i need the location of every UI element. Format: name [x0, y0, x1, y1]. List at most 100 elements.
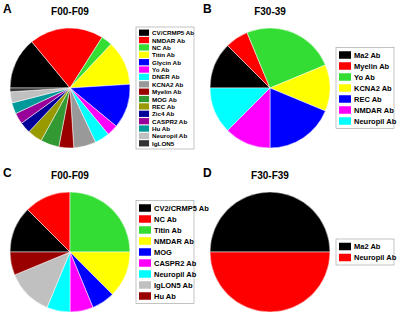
- pie-slice: [70, 192, 130, 252]
- panel-letter: A: [3, 2, 12, 16]
- legend-label: REC Ab: [152, 103, 175, 110]
- legend-label: MOG: [154, 248, 172, 257]
- panel: C F00-F09 CV2/CRMP5 Ab NC Ab Titin Ab NMDAR A…: [3, 166, 209, 312]
- pie-slice: [28, 192, 70, 252]
- legend-swatch: [139, 81, 149, 87]
- legend-label: Titin Ab: [152, 51, 175, 58]
- legend-label: Glycin Ab: [152, 59, 181, 66]
- legend-label: Yo Ab: [152, 66, 170, 73]
- legend-swatch: [139, 259, 151, 267]
- legend-label: CASPR2 Ab: [154, 259, 197, 268]
- legend-swatch: [139, 248, 151, 256]
- pie: [10, 192, 130, 312]
- legend-label: Titin Ab: [154, 226, 182, 235]
- pie-slice: [70, 88, 96, 148]
- legend: Ma2 AbMyelin AbYo AbKCNA2 AbREC AbNMDAR …: [336, 48, 397, 129]
- legend-label: Neuropil Ab: [154, 270, 197, 279]
- legend-label: Hu Ab: [154, 292, 176, 301]
- legend-swatch: [139, 89, 149, 95]
- legend-swatch: [139, 118, 149, 124]
- legend-label: NMDAR Ab: [154, 237, 194, 246]
- legend-label: DNER Ab: [152, 73, 180, 80]
- legend-swatch: [139, 292, 151, 300]
- chart-title: F00-F09: [51, 170, 89, 181]
- legend-label: NC Ab: [154, 215, 177, 224]
- legend-swatch: [339, 95, 351, 103]
- legend-swatch: [339, 51, 351, 59]
- panel-letter: D: [203, 166, 212, 180]
- legend-label: CASPR2 Ab: [152, 118, 187, 125]
- legend-label: Myelin Ab: [354, 62, 390, 71]
- pie: [10, 28, 130, 148]
- panel-letter: B: [203, 2, 212, 16]
- legend-box: [136, 201, 194, 304]
- legend-label: NC Ab: [152, 44, 171, 51]
- legend-swatch: [139, 226, 151, 234]
- chart-title: F00-F09: [51, 6, 89, 17]
- legend-swatch: [139, 140, 149, 146]
- pie-slice: [70, 44, 130, 88]
- pie: [210, 28, 330, 148]
- legend: Ma2 Ab Neuropil Ab: [336, 239, 397, 265]
- pie: [210, 192, 330, 312]
- legend-swatch: [139, 96, 149, 102]
- legend-label: Hu Ab: [152, 125, 170, 132]
- legend-label: Zic4 Ab: [152, 110, 175, 117]
- pie-slice: [70, 252, 93, 312]
- legend-label: KCNA2 Ab: [354, 84, 392, 93]
- panel-letter: C: [3, 166, 12, 180]
- legend-swatch: [339, 106, 351, 114]
- legend-swatch: [139, 66, 149, 72]
- legend-label: REC Ab: [354, 95, 382, 104]
- legend: CV/CRMP5 AbNMDAR AbNC AbTitin AbGlycin A…: [136, 27, 194, 149]
- legend-label: MOG Ab: [152, 96, 177, 103]
- pie-slice: [10, 88, 70, 103]
- pie-slice: [270, 88, 325, 148]
- chart-title: F30-F39: [251, 170, 289, 181]
- legend-label: Neuropil Ab: [354, 253, 397, 262]
- legend-swatch: [339, 243, 351, 251]
- legend-swatch: [339, 254, 351, 262]
- legend-label: NMDAR Ab: [152, 37, 185, 44]
- legend-swatch: [139, 44, 149, 50]
- legend-label: Ma2 Ab: [354, 242, 381, 251]
- legend-swatch: [339, 117, 351, 125]
- pie-slice: [210, 252, 330, 312]
- legend-swatch: [139, 237, 151, 245]
- legend-label: IgLON5 Ab: [154, 281, 193, 290]
- legend-label: Neuropil Ab: [354, 117, 397, 126]
- legend-swatch: [339, 62, 351, 70]
- legend-swatch: [139, 281, 151, 289]
- legend-label: CV2/CRMP5 Ab: [154, 204, 209, 213]
- legend-label: NMDAR Ab: [354, 106, 394, 115]
- legend-swatch: [339, 84, 351, 92]
- legend-swatch: [139, 111, 149, 117]
- legend-swatch: [139, 30, 149, 36]
- legend-label: Ma2 Ab: [354, 51, 381, 60]
- legend-label: KCNA2 Ab: [152, 81, 184, 88]
- chart-title: F30-39: [254, 6, 286, 17]
- legend-swatch: [139, 74, 149, 80]
- legend: CV2/CRMP5 Ab NC Ab Titin Ab NMDAR Ab MOG CASP…: [136, 201, 209, 304]
- legend-label: Neuropil Ab: [152, 132, 187, 139]
- legend-swatch: [139, 270, 151, 278]
- legend-swatch: [339, 73, 351, 81]
- panel: BF30-39Ma2 AbMyelin AbYo AbKCNA2 AbREC A…: [203, 2, 397, 148]
- legend-swatch: [139, 204, 151, 212]
- pie-slice: [210, 192, 330, 252]
- legend-label: Myelin Ab: [152, 88, 181, 95]
- legend-swatch: [139, 125, 149, 131]
- pie-slice: [210, 88, 270, 130]
- legend-box: [136, 27, 194, 149]
- figure: A F00-F09 CV/CRMP5 AbNMDAR AbNC AbTitin Ab…: [0, 0, 400, 327]
- legend-swatch: [139, 52, 149, 58]
- legend-swatch: [139, 59, 149, 65]
- panel: A F00-F09 CV/CRMP5 AbNMDAR AbNC AbTitin Ab…: [3, 2, 194, 149]
- legend-swatch: [139, 103, 149, 109]
- legend-swatch: [139, 215, 151, 223]
- pie-slice: [10, 88, 70, 92]
- legend-swatch: [139, 133, 149, 139]
- legend-label: IgLON5: [152, 140, 175, 147]
- pie-slice: [10, 252, 70, 275]
- legend-swatch: [139, 37, 149, 43]
